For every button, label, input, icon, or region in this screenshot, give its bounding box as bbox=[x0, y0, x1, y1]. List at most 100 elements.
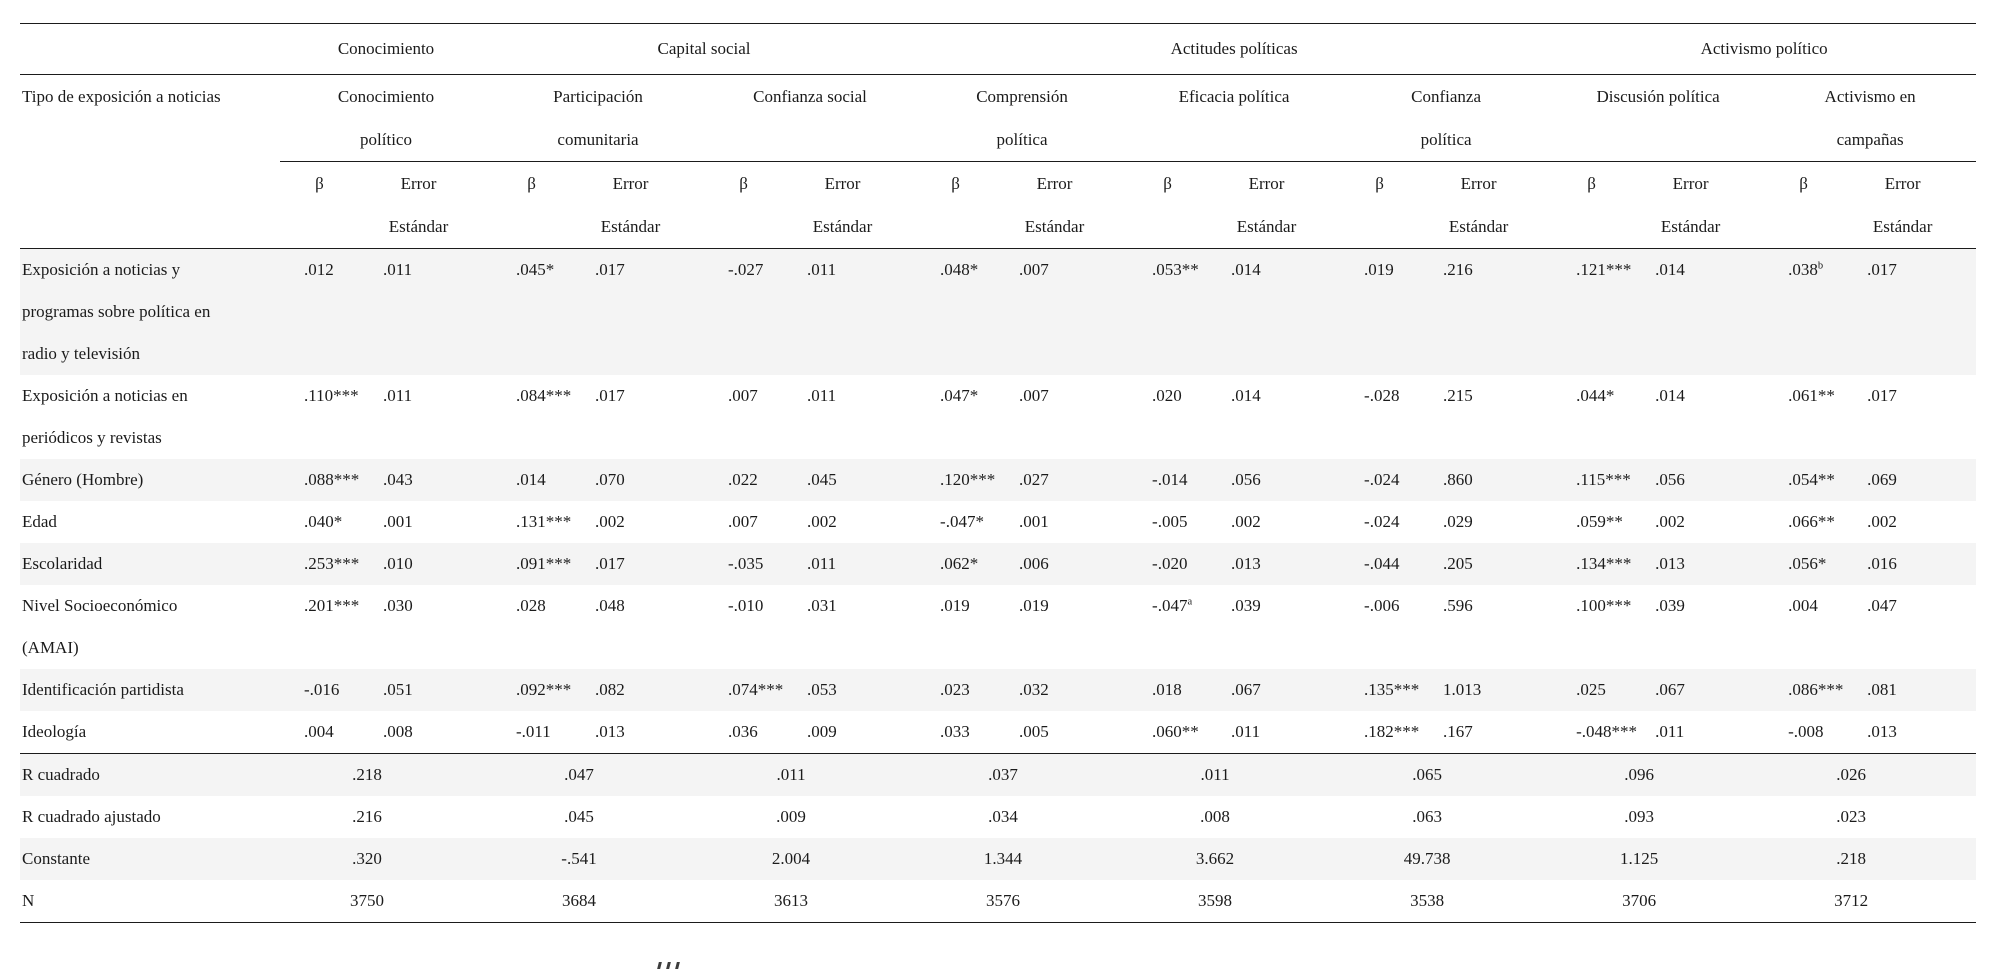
beta-value: .022 bbox=[704, 459, 784, 501]
summary-value: .093 bbox=[1624, 807, 1654, 826]
beta-value: .004 bbox=[304, 722, 334, 741]
stderr-value: .001 bbox=[383, 512, 413, 531]
summary-value: .216 bbox=[352, 807, 382, 826]
row-label: Nivel Socioeconómico (AMAI) bbox=[22, 596, 178, 657]
stderr-value: .017 bbox=[571, 248, 705, 375]
summary-value: .096 bbox=[1552, 753, 1765, 796]
clipped-glyph bbox=[666, 962, 671, 969]
summary-value: .026 bbox=[1764, 753, 1977, 796]
beta-value: .092*** bbox=[492, 669, 571, 711]
stderr-value: .215 bbox=[1443, 386, 1473, 405]
stderr-header: Error Estándar bbox=[571, 161, 705, 249]
stderr-value: .056 bbox=[1631, 459, 1765, 501]
stderr-value: .031 bbox=[807, 596, 837, 615]
stderr-value: .011 bbox=[1231, 722, 1261, 741]
stderr-header: Error Estándar bbox=[783, 161, 917, 249]
stderr-value: .017 bbox=[571, 543, 705, 585]
outcome-header-4: Eficacia política bbox=[1128, 74, 1341, 162]
beta-value: .061** bbox=[1788, 386, 1835, 405]
stderr-value: .002 bbox=[1655, 512, 1685, 531]
summary-value: .008 bbox=[1200, 807, 1230, 826]
predictor-row: Edad .040* .001 .131*** .002 .007 .002 -.047* .0… bbox=[20, 501, 1976, 543]
stderr-value: .860 bbox=[1419, 459, 1553, 501]
beta-value: .045* bbox=[492, 248, 572, 375]
stderr-value: .017 bbox=[1867, 386, 1897, 405]
beta-value: .131*** bbox=[516, 512, 572, 531]
summary-row: Constante .320 -.541 2.004 1.344 3.662 49.738 1… bbox=[20, 838, 1977, 880]
summary-value: 1.125 bbox=[1552, 838, 1765, 880]
stderr-value: .027 bbox=[995, 459, 1129, 501]
beta-value: .018 bbox=[1128, 669, 1208, 711]
predictor-row: Escolaridad .253*** .010.091*** .017 -.035.0… bbox=[20, 543, 1977, 585]
summary-value: .063 bbox=[1412, 807, 1442, 826]
summary-value: .034 bbox=[988, 807, 1018, 826]
summary-value: .320 bbox=[280, 838, 493, 880]
predictor-row: Género (Hombre) .088*** .043.014.070.022.0… bbox=[20, 459, 1977, 501]
stderr-value: .013 bbox=[1207, 543, 1341, 585]
beta-value: -.035 bbox=[704, 543, 784, 585]
outcome-header-2: Confianza social bbox=[704, 74, 917, 162]
beta-value: -.016 bbox=[280, 669, 359, 711]
beta-value: .086*** bbox=[1764, 669, 1843, 711]
row-label: Edad bbox=[22, 512, 57, 531]
stat-header-row: β Error Estándar β Error Estándar β Error Est… bbox=[20, 161, 1977, 249]
beta-value: .201*** bbox=[304, 596, 360, 615]
beta-value: .121*** bbox=[1552, 248, 1631, 375]
beta-value: .028 bbox=[516, 596, 546, 615]
beta-value: .134*** bbox=[1552, 543, 1631, 585]
stderr-value: .070 bbox=[571, 459, 705, 501]
paper-page: Conocimiento Capital social Actitudes polí… bbox=[0, 23, 1997, 971]
stderr-value: .007 bbox=[1019, 386, 1049, 405]
beta-value: -.047* bbox=[940, 512, 984, 531]
beta-value: -.024 bbox=[1364, 512, 1400, 531]
predictor-row: Ideología .004 .008 -.011 .013 .036 .009 .033 .0… bbox=[20, 711, 1976, 754]
beta-value: -.044 bbox=[1340, 543, 1420, 585]
stderr-value: .048 bbox=[595, 596, 625, 615]
beta-value: .020 bbox=[1152, 386, 1182, 405]
stderr-value: .011 bbox=[807, 386, 837, 405]
stderr-header: Error Estándar bbox=[995, 161, 1129, 249]
outcome-header-1: Participación comunitaria bbox=[492, 74, 705, 162]
beta-value: -.014 bbox=[1128, 459, 1208, 501]
stderr-value: .010 bbox=[359, 543, 493, 585]
summary-value: -.541 bbox=[492, 838, 705, 880]
beta-value: .036 bbox=[728, 722, 758, 741]
stderr-value: .002 bbox=[1231, 512, 1261, 531]
stderr-value: .029 bbox=[1443, 512, 1473, 531]
summary-value: 3.662 bbox=[1128, 838, 1341, 880]
summary-value: .011 bbox=[704, 753, 917, 796]
beta-value: -.024 bbox=[1340, 459, 1420, 501]
summary-value: .047 bbox=[492, 753, 705, 796]
stderr-value: .013 bbox=[1631, 543, 1765, 585]
clipped-glyph bbox=[657, 962, 662, 969]
stderr-value: .014 bbox=[1231, 386, 1261, 405]
beta-value: .066** bbox=[1788, 512, 1835, 531]
group-header-1: Capital social bbox=[492, 23, 917, 75]
beta-header: β bbox=[1340, 161, 1420, 249]
summary-row: R cuadrado .218.047.011.037.011.065.096.0… bbox=[20, 753, 1977, 796]
stderr-value: .047 bbox=[1867, 596, 1897, 615]
stderr-value: 1.013 bbox=[1419, 669, 1553, 711]
summary-value: 1.344 bbox=[916, 838, 1129, 880]
stderr-value: .011 bbox=[783, 543, 917, 585]
beta-value: .047* bbox=[940, 386, 979, 405]
outcome-header-5: Confianza política bbox=[1340, 74, 1553, 162]
row-label: Escolaridad bbox=[20, 543, 280, 585]
predictor-row: Exposición a noticias en periódicos y rev… bbox=[20, 375, 1976, 459]
group-header-0: Conocimiento bbox=[280, 23, 493, 75]
stderr-value: .002 bbox=[807, 512, 837, 531]
stderr-value: .009 bbox=[807, 722, 837, 741]
beta-value: .253*** bbox=[280, 543, 359, 585]
beta-value: .007 bbox=[728, 386, 758, 405]
corner-cell bbox=[20, 23, 280, 75]
beta-value: .062* bbox=[916, 543, 996, 585]
summary-value: 3684 bbox=[492, 880, 705, 923]
beta-value: .074*** bbox=[704, 669, 783, 711]
stderr-value: .017 bbox=[595, 386, 625, 405]
beta-value: .120*** bbox=[916, 459, 995, 501]
stderr-value: .002 bbox=[1867, 512, 1897, 531]
row-header-title: Tipo de exposición a noticias bbox=[20, 74, 280, 249]
summary-row: R cuadrado ajustado .216 .045 .009 .034 .008.… bbox=[20, 796, 1976, 838]
summary-value: 3598 bbox=[1128, 880, 1341, 923]
summary-value: 3750 bbox=[280, 880, 493, 923]
